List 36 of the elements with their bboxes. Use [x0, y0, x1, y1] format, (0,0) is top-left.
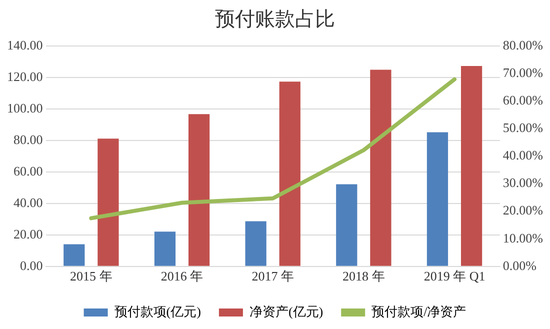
x-tick-label: 2017 年: [252, 268, 294, 284]
legend-label: 净资产(亿元): [249, 304, 324, 319]
y-tick-label: 80.00: [14, 132, 43, 147]
y2-tick-label: 40.00%: [502, 148, 544, 163]
bar: [336, 184, 358, 266]
chart-title: 预付账款占比: [215, 8, 335, 30]
x-tick-label: 2015 年: [70, 268, 112, 284]
bar: [426, 132, 448, 266]
legend-label: 预付款项/净资产: [372, 304, 466, 319]
bar: [188, 114, 210, 266]
y-tick-label: 140.00: [7, 37, 43, 52]
x-tick-label: 2019 年 Q1: [424, 268, 486, 284]
x-tick-label: 2018 年: [342, 268, 385, 284]
y2-tick-label: 70.00%: [502, 64, 544, 80]
y-tick-label: 100.00: [7, 100, 43, 116]
x-tick-label: 2016 年: [160, 268, 204, 284]
y2-tick-label: 50.00%: [502, 120, 544, 136]
y-tick-label: 120.00: [7, 68, 43, 84]
legend-label: 预付款项(亿元): [114, 304, 201, 319]
y2-tick-label: 80.00%: [502, 37, 544, 52]
y2-tick-label: 60.00%: [502, 92, 544, 108]
y2-tick-label: 20.00%: [502, 202, 544, 218]
bar: [279, 82, 300, 266]
y-tick-label: 60.00: [14, 163, 43, 178]
y-tick-label: 40.00: [14, 194, 43, 210]
bar: [245, 221, 266, 266]
bar: [64, 244, 85, 266]
bar: [370, 70, 392, 266]
y2-tick-label: 0.00%: [502, 258, 537, 273]
y2-tick-label: 30.00%: [502, 175, 544, 190]
y-tick-label: 20.00: [14, 226, 43, 242]
y2-tick-label: 10.00%: [502, 230, 544, 246]
y-tick-label: 0.00: [20, 258, 43, 273]
bar: [154, 232, 176, 266]
bar: [460, 66, 482, 266]
bar: [98, 138, 119, 266]
